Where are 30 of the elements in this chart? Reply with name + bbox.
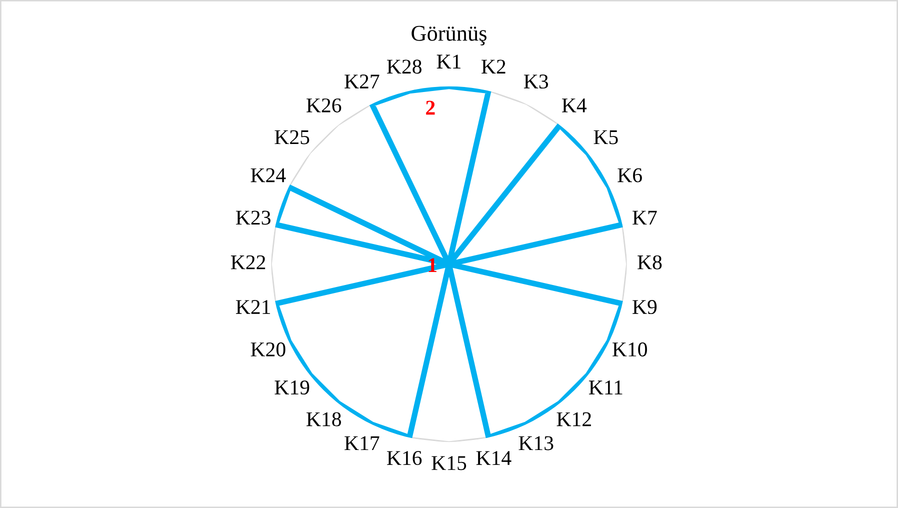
y-tick-label: 2 [426, 100, 435, 115]
chart-title: Görünüş [412, 26, 486, 46]
spoke-label: K24 [250, 168, 286, 182]
spoke-label: K1 [436, 54, 460, 68]
spoke-label: K16 [386, 451, 422, 466]
spoke-label: K14 [476, 451, 512, 465]
spoke-label: K3 [524, 74, 548, 89]
spoke-label: K28 [386, 60, 422, 74]
spoke-label: K7 [632, 210, 657, 225]
spoke-label: K8 [638, 255, 662, 270]
spoke-label: K23 [236, 210, 270, 225]
spoke-label: K15 [432, 456, 466, 470]
spoke-label: K27 [344, 74, 380, 88]
spoke-label: K25 [274, 130, 310, 144]
spoke-label: K12 [556, 412, 591, 426]
spoke-label: K19 [274, 380, 310, 395]
spoke-label: K2 [482, 60, 506, 74]
spoke-label: K4 [562, 98, 587, 112]
spoke-label: K20 [250, 342, 286, 356]
spoke-label: K5 [594, 130, 618, 144]
spoke-label: K22 [230, 255, 266, 270]
spoke-label: K6 [618, 168, 642, 182]
spoke-label: K18 [306, 412, 341, 426]
spoke-label: K17 [344, 436, 380, 450]
spoke-label: K9 [632, 300, 657, 314]
spoke-label: K10 [612, 342, 647, 356]
spoke-label: K26 [306, 98, 342, 112]
spoke-label: K11 [588, 380, 622, 394]
spoke-label: K13 [518, 436, 554, 450]
spoke-label: K21 [236, 300, 270, 314]
